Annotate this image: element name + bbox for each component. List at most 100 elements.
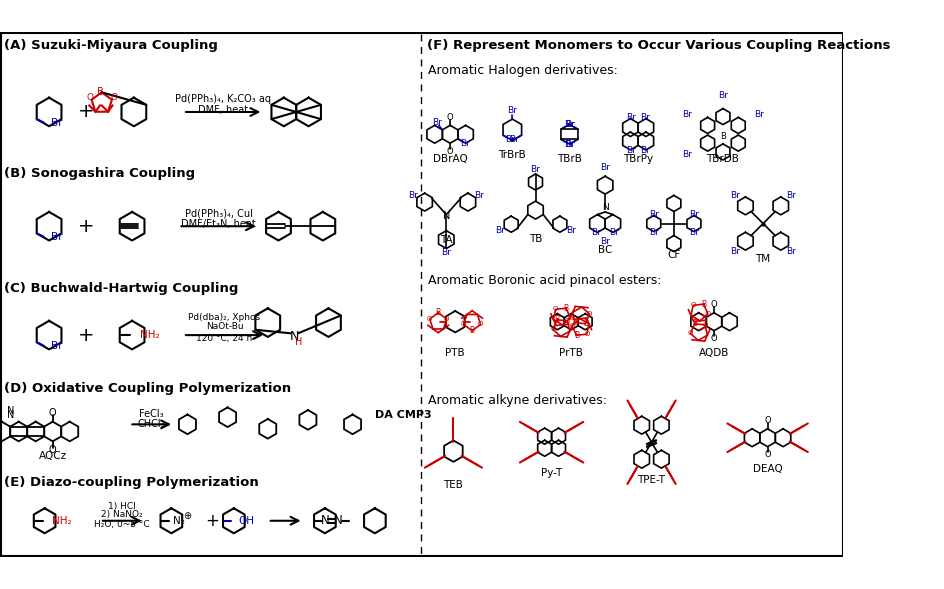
Text: (E) Diazo-coupling Polymerization: (E) Diazo-coupling Polymerization xyxy=(5,476,259,489)
Text: Br: Br xyxy=(441,249,450,257)
Text: +: + xyxy=(77,217,93,236)
Text: H: H xyxy=(295,337,302,348)
Text: Aromatic Halogen derivatives:: Aromatic Halogen derivatives: xyxy=(428,64,617,77)
Text: NH₂: NH₂ xyxy=(140,330,160,340)
Text: N: N xyxy=(7,406,14,416)
Text: O: O xyxy=(687,330,692,336)
Text: 1) HCl: 1) HCl xyxy=(109,502,136,511)
Text: O: O xyxy=(49,445,57,455)
Text: Br: Br xyxy=(626,113,635,123)
Text: O: O xyxy=(427,316,432,322)
Text: (B) Sonogashira Coupling: (B) Sonogashira Coupling xyxy=(5,167,195,180)
Text: Br: Br xyxy=(599,163,610,172)
Text: TrBrB: TrBrB xyxy=(497,150,526,160)
Text: AQDB: AQDB xyxy=(699,348,729,358)
Text: TEB: TEB xyxy=(443,480,463,490)
Text: O: O xyxy=(583,331,589,337)
Text: NH₂: NH₂ xyxy=(52,516,71,526)
Text: O: O xyxy=(764,450,770,459)
Text: FeCl₃: FeCl₃ xyxy=(140,409,164,419)
Text: N: N xyxy=(290,330,299,343)
Text: N: N xyxy=(7,409,14,419)
Text: B: B xyxy=(554,315,559,325)
Text: Br: Br xyxy=(507,105,516,115)
Text: O: O xyxy=(710,334,716,343)
Text: TBrB: TBrB xyxy=(556,154,582,164)
Text: NaOt-Bu: NaOt-Bu xyxy=(206,322,243,330)
Text: N: N xyxy=(333,514,342,527)
Text: Br: Br xyxy=(609,228,618,237)
Text: PrTB: PrTB xyxy=(559,348,582,358)
Text: B: B xyxy=(573,331,579,340)
Text: Pd(PPh₃)₄, K₂CO₃ aq: Pd(PPh₃)₄, K₂CO₃ aq xyxy=(175,94,271,104)
Text: O: O xyxy=(567,315,572,321)
Text: Br: Br xyxy=(591,228,600,237)
Text: B: B xyxy=(719,131,725,141)
Text: O: O xyxy=(586,311,592,317)
Text: CF: CF xyxy=(666,250,680,260)
Text: Br: Br xyxy=(717,91,727,100)
Text: O: O xyxy=(447,147,453,155)
Text: TBrDB: TBrDB xyxy=(706,154,738,164)
Text: H₂O, 0~5 °C: H₂O, 0~5 °C xyxy=(94,520,150,529)
Text: Br: Br xyxy=(682,110,691,119)
Text: Br: Br xyxy=(505,135,514,144)
Text: TPE-T: TPE-T xyxy=(637,475,665,485)
Text: O: O xyxy=(572,320,577,326)
Text: O: O xyxy=(110,94,117,102)
Text: O: O xyxy=(569,323,574,329)
Text: N₂: N₂ xyxy=(173,516,185,526)
Text: +: + xyxy=(205,512,219,530)
Text: O: O xyxy=(444,316,449,322)
Text: B: B xyxy=(563,304,568,313)
Text: DA CMP3: DA CMP3 xyxy=(375,411,431,421)
Text: TB: TB xyxy=(529,234,542,244)
Text: Br: Br xyxy=(530,165,540,174)
Text: Br: Br xyxy=(640,113,649,123)
Text: Br: Br xyxy=(509,135,519,144)
Text: (C) Buchwald-Hartwig Coupling: (C) Buchwald-Hartwig Coupling xyxy=(5,282,239,294)
Text: Br: Br xyxy=(565,226,575,235)
Text: ⊕: ⊕ xyxy=(183,511,191,521)
Text: B: B xyxy=(700,300,705,309)
Text: BC: BC xyxy=(598,246,612,255)
Text: O: O xyxy=(565,318,569,324)
Text: O: O xyxy=(461,322,465,327)
Text: Br: Br xyxy=(682,150,691,159)
Text: Br: Br xyxy=(564,140,573,149)
Text: Aromatic Boronic acid pinacol esters:: Aromatic Boronic acid pinacol esters: xyxy=(428,274,661,287)
Text: Br: Br xyxy=(785,191,795,200)
Text: (F) Represent Monomers to Occur Various Coupling Reactions: (F) Represent Monomers to Occur Various … xyxy=(426,39,889,52)
Text: +: + xyxy=(77,326,93,345)
Text: CHCl₃: CHCl₃ xyxy=(138,419,165,429)
Text: Br: Br xyxy=(688,229,699,237)
Text: Pd(dba)₂, Xphos: Pd(dba)₂, Xphos xyxy=(188,313,261,322)
Text: N: N xyxy=(442,211,449,221)
Text: O: O xyxy=(710,300,716,309)
Text: Br: Br xyxy=(460,139,469,148)
Text: O: O xyxy=(49,408,57,418)
Text: B: B xyxy=(469,326,474,335)
Text: Br: Br xyxy=(688,210,699,219)
Text: Pd(PPh₃)₄, CuI: Pd(PPh₃)₄, CuI xyxy=(184,209,252,219)
Text: +: + xyxy=(77,102,93,121)
Text: Br: Br xyxy=(753,110,764,119)
Text: 2) NaNO₂: 2) NaNO₂ xyxy=(101,510,143,519)
Text: Br: Br xyxy=(648,229,658,237)
Text: Br: Br xyxy=(495,226,504,235)
Text: TM: TM xyxy=(755,254,770,264)
Text: Py-T: Py-T xyxy=(540,468,562,478)
Text: TA: TA xyxy=(440,234,452,244)
Text: O: O xyxy=(447,113,453,122)
Text: Br: Br xyxy=(730,247,739,256)
Text: Br: Br xyxy=(564,120,573,128)
Text: Br: Br xyxy=(51,232,62,242)
Text: Br: Br xyxy=(785,247,795,256)
Text: DEAQ: DEAQ xyxy=(752,464,782,474)
Text: O: O xyxy=(552,306,558,312)
Text: B: B xyxy=(435,308,440,317)
Text: O: O xyxy=(549,326,555,332)
Text: O: O xyxy=(701,322,707,328)
Text: PTB: PTB xyxy=(445,348,464,358)
Text: Br: Br xyxy=(51,118,62,128)
